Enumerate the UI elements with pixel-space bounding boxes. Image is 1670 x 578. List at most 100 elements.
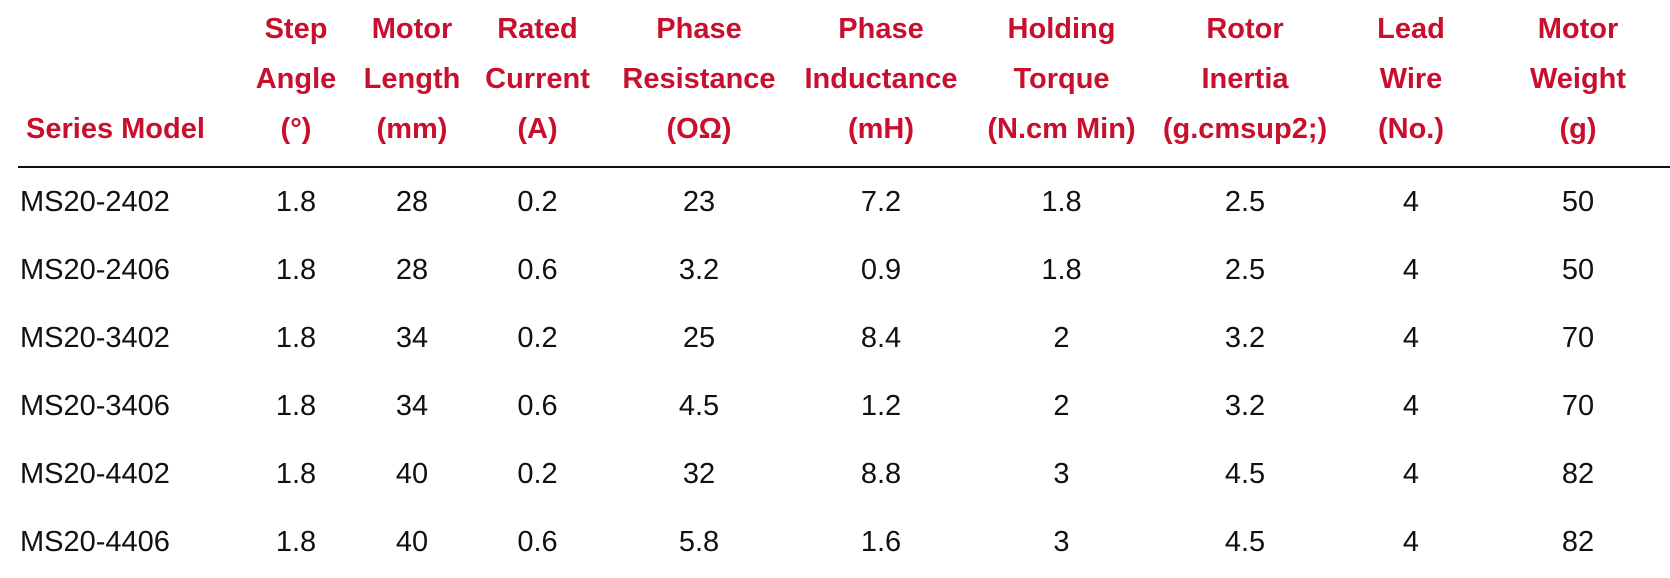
column-header-line: (°) (280, 113, 312, 145)
cell-motor-length: 40 (395, 457, 429, 490)
cell-motor-length: 34 (395, 321, 429, 354)
column-header-line: Rated (497, 13, 578, 45)
cell-holding-torque: 3 (1053, 457, 1070, 490)
cell-motor-weight: 50 (1561, 185, 1595, 218)
column-header-line: Series Model (26, 113, 205, 145)
cell-phase-inductance: 0.9 (860, 253, 902, 286)
cell-phase-inductance: 1.2 (860, 389, 902, 422)
cell-holding-torque: 1.8 (1041, 253, 1082, 286)
cell-motor-length: 28 (395, 185, 429, 218)
cell-lead-wire: 4 (1402, 389, 1420, 422)
column-header-line: Phase (838, 13, 924, 45)
cell-motor-length: 28 (395, 253, 429, 286)
column-header-lead-wire: Lead Wire (No.) (1336, 0, 1486, 168)
cell-motor-weight: 82 (1561, 457, 1595, 490)
cell-holding-torque: 3 (1053, 525, 1070, 558)
cell-step-angle: 1.8 (275, 185, 317, 218)
cell-motor-weight: 70 (1561, 389, 1595, 422)
cell-rotor-inertia: 3.2 (1224, 389, 1266, 422)
column-header-line: (A) (517, 113, 558, 145)
column-header-line: Phase (656, 13, 742, 45)
cell-motor-length: 34 (395, 389, 429, 422)
column-header-line: (N.cm Min) (987, 113, 1136, 145)
column-header-line: Torque (1013, 63, 1110, 95)
column-header-line: Current (485, 63, 590, 95)
cell-step-angle: 1.8 (275, 321, 317, 354)
cell-rated-current: 0.6 (517, 253, 558, 286)
column-header-motor-weight: Motor Weight (g) (1486, 0, 1670, 168)
cell-motor-weight: 50 (1561, 253, 1595, 286)
table-row: MS20-4402 1.8 40 0.2 32 8.8 3 4.5 4 82 (18, 440, 1670, 508)
cell-rotor-inertia: 2.5 (1224, 253, 1266, 286)
column-header-line: Inductance (804, 63, 958, 95)
header-row: Series Model Step Angle (°) Motor Length (mm) R… (18, 0, 1670, 168)
table-row: MS20-2402 1.8 28 0.2 23 7.2 1.8 2.5 4 50 (18, 167, 1670, 236)
column-header-rated-current: Rated Current (A) (470, 0, 605, 168)
cell-step-angle: 1.8 (275, 525, 317, 558)
cell-rotor-inertia: 2.5 (1224, 185, 1266, 218)
column-header-line: Angle (255, 63, 337, 95)
cell-rated-current: 0.2 (517, 457, 558, 490)
cell-lead-wire: 4 (1402, 253, 1420, 286)
column-header-line: Lead (1377, 13, 1445, 45)
cell-lead-wire: 4 (1402, 525, 1420, 558)
cell-phase-inductance: 8.4 (860, 321, 902, 354)
cell-phase-inductance: 1.6 (860, 525, 902, 558)
cell-phase-inductance: 7.2 (860, 185, 902, 218)
cell-rated-current: 0.6 (517, 389, 558, 422)
column-header-series-model: Series Model (18, 0, 238, 168)
column-header-rotor-inertia: Rotor Inertia (g.cmsup2;) (1154, 0, 1336, 168)
column-header-phase-inductance: Phase Inductance (mH) (793, 0, 969, 168)
table-header: Series Model Step Angle (°) Motor Length (mm) R… (18, 0, 1670, 168)
table-row: MS20-2406 1.8 28 0.6 3.2 0.9 1.8 2.5 4 50 (18, 236, 1670, 304)
cell-rotor-inertia: 4.5 (1224, 525, 1266, 558)
cell-lead-wire: 4 (1402, 321, 1420, 354)
cell-series-model: MS20-4402 (20, 457, 170, 490)
cell-motor-length: 40 (395, 525, 429, 558)
cell-rated-current: 0.6 (517, 525, 558, 558)
column-header-line: Step (264, 13, 328, 45)
table-row: MS20-4406 1.8 40 0.6 5.8 1.6 3 4.5 4 82 (18, 508, 1670, 576)
cell-rated-current: 0.2 (517, 185, 558, 218)
table-row: MS20-3406 1.8 34 0.6 4.5 1.2 2 3.2 4 70 (18, 372, 1670, 440)
cell-rotor-inertia: 3.2 (1224, 321, 1266, 354)
cell-motor-weight: 70 (1561, 321, 1595, 354)
column-header-line: Motor (371, 13, 453, 45)
column-header-line: (OΩ) (666, 113, 732, 145)
cell-lead-wire: 4 (1402, 457, 1420, 490)
cell-step-angle: 1.8 (275, 389, 317, 422)
column-header-line: Wire (1379, 63, 1443, 95)
column-header-line: (mm) (376, 113, 448, 145)
column-header-line: Resistance (622, 63, 776, 95)
column-header-line: Length (363, 63, 461, 95)
cell-holding-torque: 1.8 (1041, 185, 1082, 218)
motor-spec-table: Series Model Step Angle (°) Motor Length (mm) R… (18, 0, 1670, 576)
column-header-line: (mH) (847, 113, 915, 145)
cell-phase-inductance: 8.8 (860, 457, 902, 490)
cell-rotor-inertia: 4.5 (1224, 457, 1266, 490)
column-header-line: Inertia (1201, 63, 1289, 95)
cell-series-model: MS20-4406 (20, 525, 170, 558)
cell-phase-resistance: 23 (682, 185, 716, 218)
cell-phase-resistance: 32 (682, 457, 716, 490)
column-header-line: Weight (1529, 63, 1627, 95)
cell-phase-resistance: 25 (682, 321, 716, 354)
cell-holding-torque: 2 (1053, 389, 1070, 422)
column-header-motor-length: Motor Length (mm) (354, 0, 470, 168)
column-header-line: (g) (1559, 113, 1597, 145)
column-header-line: Holding (1007, 13, 1116, 45)
cell-series-model: MS20-3406 (20, 389, 170, 422)
column-header-holding-torque: Holding Torque (N.cm Min) (969, 0, 1154, 168)
column-header-line: Motor (1537, 13, 1619, 45)
cell-phase-resistance: 4.5 (678, 389, 720, 422)
column-header-step-angle: Step Angle (°) (238, 0, 354, 168)
cell-motor-weight: 82 (1561, 525, 1595, 558)
cell-lead-wire: 4 (1402, 185, 1420, 218)
cell-series-model: MS20-2406 (20, 253, 170, 286)
column-header-phase-resistance: Phase Resistance (OΩ) (605, 0, 793, 168)
column-header-line: (No.) (1377, 113, 1445, 145)
column-header-line: Rotor (1206, 13, 1284, 45)
cell-phase-resistance: 3.2 (678, 253, 720, 286)
cell-series-model: MS20-2402 (20, 185, 170, 218)
table-body: MS20-2402 1.8 28 0.2 23 7.2 1.8 2.5 4 50 MS20-2406… (18, 167, 1670, 576)
